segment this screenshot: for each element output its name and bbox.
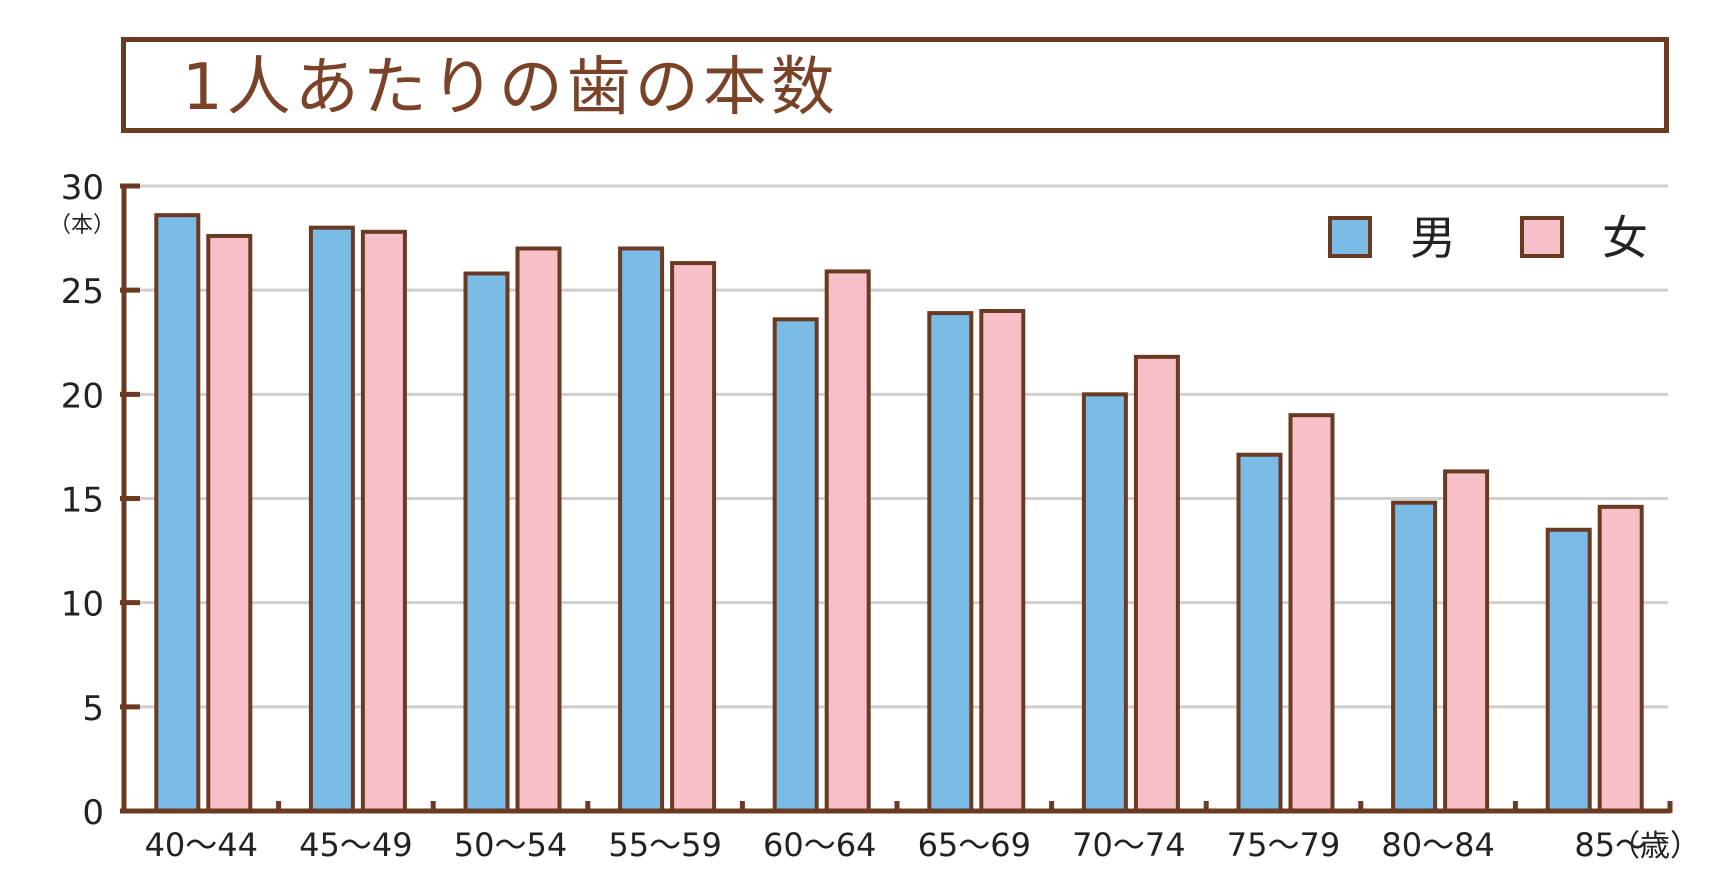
- y-tick-label: 15: [61, 481, 104, 521]
- chart-title: 1人あたりの歯の本数: [182, 51, 839, 125]
- bar-male: [1391, 500, 1438, 813]
- y-axis-unit: （本）: [49, 213, 115, 238]
- y-tick-label: 30: [61, 168, 104, 208]
- x-tick-label: 80～84: [1381, 826, 1494, 864]
- bar-female: [1443, 469, 1490, 813]
- bar-male: [1236, 452, 1283, 813]
- bar-male: [463, 271, 510, 813]
- y-tick-label: 10: [61, 585, 104, 625]
- y-tick-label: 5: [82, 689, 104, 729]
- bar-female: [1597, 504, 1644, 813]
- x-tick-label: 70～74: [1072, 826, 1185, 864]
- x-tick-label: 85～: [1574, 826, 1647, 864]
- x-tick-label: 75～79: [1227, 826, 1340, 864]
- legend-swatch-male: [1328, 216, 1372, 258]
- bar-female: [206, 234, 253, 813]
- x-tick-label: 45～49: [299, 826, 412, 864]
- bar-male: [927, 311, 974, 813]
- y-tick-label: 20: [61, 376, 104, 416]
- x-axis-unit: （歳）: [1610, 829, 1700, 864]
- bar-female: [515, 246, 562, 813]
- bar-male: [618, 246, 665, 813]
- bar-female: [979, 309, 1026, 813]
- bar-female: [1133, 354, 1180, 813]
- legend-swatch-female: [1520, 216, 1564, 258]
- x-tick-label: 55～59: [608, 826, 721, 864]
- bar-female: [670, 261, 717, 814]
- x-tick-label: 40～44: [145, 826, 258, 864]
- legend-label-female: 女: [1602, 211, 1648, 265]
- title-frame: 1人あたりの歯の本数: [121, 37, 1669, 133]
- bar-male: [154, 213, 201, 813]
- bar-female: [360, 229, 407, 814]
- x-tick-label: 60～64: [763, 826, 876, 864]
- bar-male: [308, 225, 355, 813]
- bar-female: [824, 269, 871, 813]
- y-tick-label: 25: [61, 272, 104, 312]
- x-tick-label: 65～69: [918, 826, 1031, 864]
- y-tick-label: 0: [82, 793, 104, 833]
- bar-male: [772, 317, 819, 813]
- bar-female: [1288, 413, 1335, 813]
- legend-label-male: 男: [1410, 211, 1456, 265]
- bar-male: [1545, 527, 1592, 813]
- bar-male: [1081, 392, 1128, 813]
- x-tick-label: 50～54: [454, 826, 567, 864]
